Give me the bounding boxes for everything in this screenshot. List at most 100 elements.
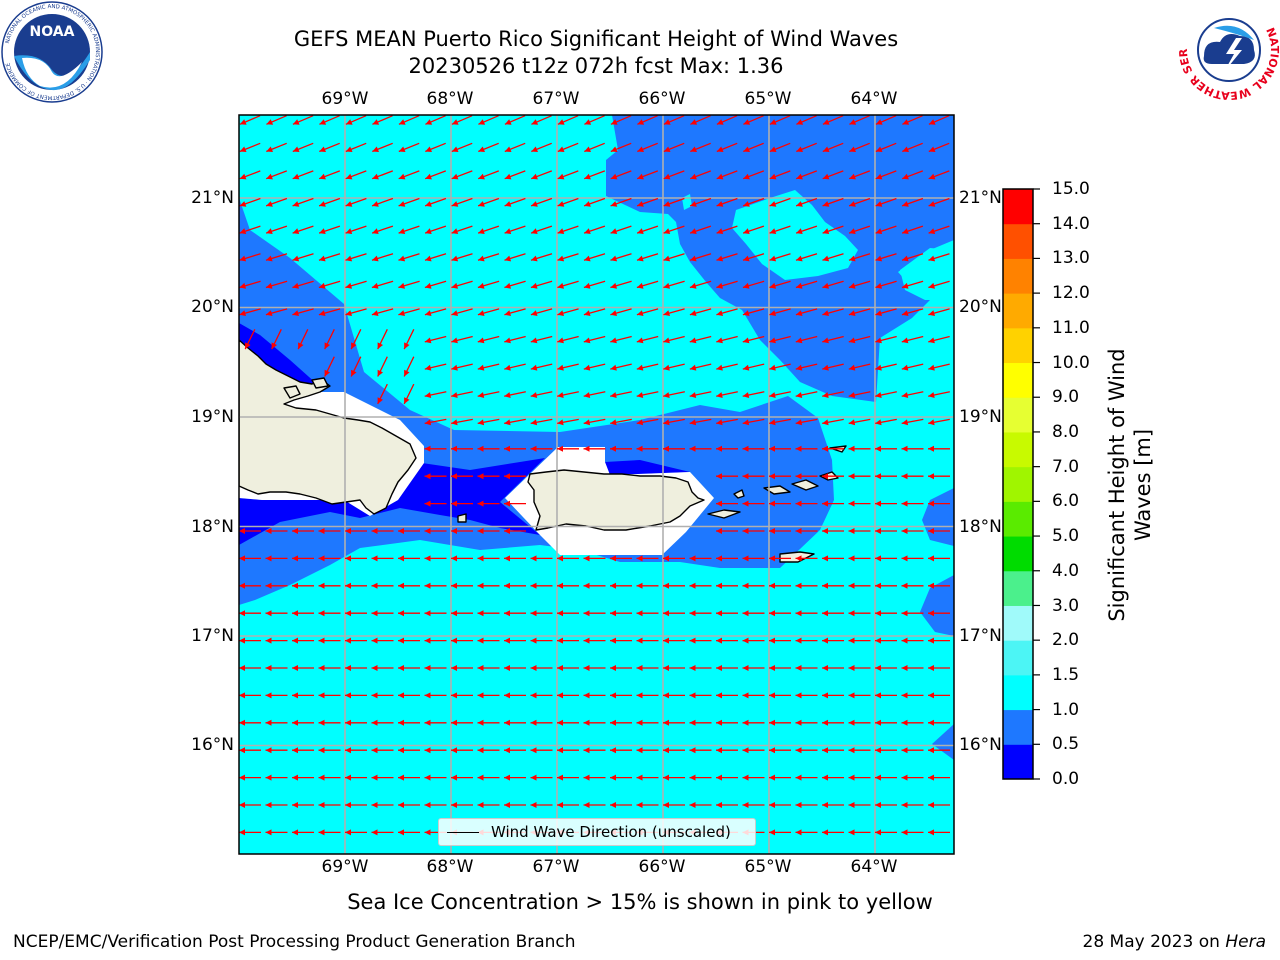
wave-direction-arrowhead bbox=[398, 528, 404, 534]
wave-direction-arrowhead bbox=[584, 173, 591, 180]
wave-direction-arrowhead bbox=[742, 582, 749, 589]
tci-islet-2 bbox=[311, 377, 329, 389]
wave-direction-arrowhead bbox=[504, 802, 510, 808]
wave-direction-arrowhead bbox=[584, 146, 591, 152]
wave-direction-arrowhead bbox=[451, 637, 457, 644]
wave-direction-arrowhead bbox=[424, 364, 432, 371]
colorbar-segment bbox=[1003, 327, 1033, 364]
wave-direction-arrowhead bbox=[451, 528, 457, 534]
wave-direction-arrowhead bbox=[477, 747, 484, 754]
wave-direction-arrowhead bbox=[504, 774, 510, 781]
wave-direction-arrowhead bbox=[636, 802, 643, 808]
wave-direction-arrowhead bbox=[583, 282, 591, 289]
wave-direction-arrowhead bbox=[583, 774, 590, 781]
wave-direction-arrowhead bbox=[822, 419, 829, 426]
wave-direction-arrowhead bbox=[848, 665, 855, 671]
wave-direction-arrowhead bbox=[742, 637, 749, 644]
wave-direction-arrowhead bbox=[901, 528, 908, 534]
wave-direction-arrowhead bbox=[404, 342, 410, 350]
wave-direction-arrowhead bbox=[583, 310, 591, 316]
lat-label-right-19n: 19°N bbox=[959, 407, 1002, 427]
wave-direction-arrowhead bbox=[345, 692, 351, 699]
wave-direction-arrowhead bbox=[742, 310, 750, 316]
wave-direction-arrowhead bbox=[875, 747, 881, 754]
wave-direction-arrowhead bbox=[377, 342, 383, 350]
wave-direction-arrowhead bbox=[716, 582, 722, 589]
lat-label-left-18n: 18°N bbox=[191, 517, 234, 537]
wave-direction-arrowhead bbox=[318, 665, 325, 671]
colorbar-tick-label: 7.0 bbox=[1052, 456, 1080, 477]
wave-direction-arrowhead bbox=[689, 392, 697, 398]
wave-direction-arrowhead bbox=[902, 255, 909, 262]
wave-direction-arrowhead bbox=[901, 473, 908, 480]
wave-direction-arrowhead bbox=[928, 719, 934, 726]
wave-direction-arrowhead bbox=[822, 337, 829, 344]
wave-direction-arrowhead bbox=[689, 282, 697, 289]
wave-direction-arrowhead bbox=[318, 637, 325, 644]
wave-direction-arrowhead bbox=[901, 829, 908, 836]
wave-direction-arrowhead bbox=[425, 119, 433, 125]
wave-direction-arrowhead bbox=[610, 747, 616, 754]
lat-label-right-18n: 18°N bbox=[959, 517, 1002, 537]
wave-direction-arrowhead bbox=[928, 310, 935, 316]
wave-direction-arrowhead bbox=[451, 146, 459, 152]
wave-direction-arrowhead bbox=[928, 500, 934, 507]
lat-label-right-17n: 17°N bbox=[959, 626, 1002, 646]
wave-direction-arrowhead bbox=[477, 665, 484, 671]
wave-direction-arrowhead bbox=[849, 201, 856, 207]
wave-direction-arrowhead bbox=[318, 719, 325, 726]
wave-direction-arrowhead bbox=[377, 397, 383, 404]
wave-direction-arrowhead bbox=[769, 445, 775, 452]
wave-direction-arrowhead bbox=[319, 173, 326, 180]
wave-direction-arrowhead bbox=[769, 665, 775, 671]
wave-direction-arrowhead bbox=[557, 610, 563, 617]
colorbar-tick-label: 10.0 bbox=[1052, 352, 1090, 373]
wave-direction-arrowhead bbox=[689, 582, 696, 589]
wave-direction-arrowhead bbox=[319, 146, 326, 152]
wave-direction-arrowhead bbox=[663, 665, 669, 671]
wave-direction-arrowhead bbox=[689, 310, 697, 316]
wave-direction-arrowhead bbox=[743, 146, 750, 152]
legend-line-sample bbox=[447, 832, 479, 833]
wave-direction-arrowhead bbox=[901, 364, 909, 371]
wave-direction-arrowhead bbox=[266, 119, 274, 125]
wave-direction-arrowhead bbox=[610, 719, 616, 726]
wave-direction-arrowhead bbox=[451, 747, 457, 754]
wave-direction-arrowhead bbox=[795, 337, 803, 344]
colorbar-segment bbox=[1003, 605, 1033, 641]
wave-direction-arrowhead bbox=[795, 364, 803, 371]
wave-band-1.0-1.5-island-4 bbox=[940, 555, 954, 565]
wave-direction-arrowhead bbox=[928, 692, 934, 699]
wave-direction-arrowhead bbox=[716, 419, 723, 426]
wave-band-0-0.5-north-pr bbox=[605, 460, 690, 475]
wave-direction-arrowhead bbox=[292, 282, 299, 289]
wave-direction-arrowhead bbox=[796, 201, 803, 207]
wave-direction-arrowhead bbox=[769, 337, 776, 344]
page-title: GEFS MEAN Puerto Rico Significant Height… bbox=[293, 27, 899, 51]
wave-direction-arrowhead bbox=[610, 282, 617, 289]
wave-direction-arrowhead bbox=[424, 282, 432, 289]
wave-direction-arrowhead bbox=[716, 610, 722, 617]
wave-direction-arrowhead bbox=[557, 582, 563, 589]
wave-direction-arrowhead bbox=[848, 528, 855, 534]
wave-direction-arrowhead bbox=[849, 228, 856, 234]
wave-direction-arrowhead bbox=[477, 692, 484, 699]
wave-direction-arrowhead bbox=[795, 392, 803, 398]
wave-direction-arrowhead bbox=[319, 201, 326, 207]
wave-direction-arrowhead bbox=[743, 173, 750, 180]
wave-direction-arrowhead bbox=[716, 173, 724, 180]
map-frame bbox=[238, 114, 955, 855]
wave-direction-arrowhead bbox=[504, 692, 510, 699]
wave-direction-arrowhead bbox=[239, 528, 245, 534]
wave-direction-arrowhead bbox=[663, 555, 669, 562]
wave-direction-arrowhead bbox=[292, 582, 298, 589]
wave-direction-arrowhead bbox=[451, 582, 457, 589]
wave-direction-arrowhead bbox=[769, 310, 776, 316]
wave-direction-arrowhead bbox=[689, 337, 697, 344]
wave-direction-arrowhead bbox=[404, 397, 410, 404]
lon-label-top-65w: 65°W bbox=[744, 89, 792, 109]
wave-direction-arrowhead bbox=[795, 665, 802, 671]
wave-direction-arrowhead bbox=[637, 228, 644, 234]
wave-direction-arrowhead bbox=[875, 665, 881, 671]
wave-direction-arrowhead bbox=[265, 719, 272, 726]
